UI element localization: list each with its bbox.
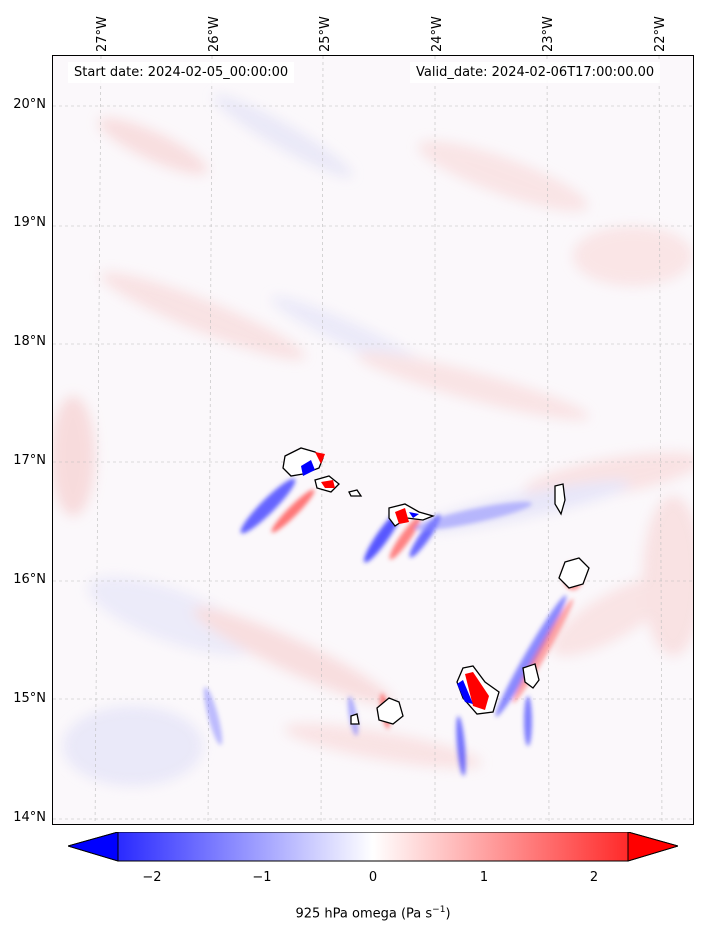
lat-label-18n: 18°N	[13, 334, 46, 349]
field-background-patches	[53, 94, 693, 786]
island-santa-luzia	[348, 489, 363, 497]
lon-label-26w: 26°W	[207, 16, 222, 52]
lat-label-19n: 19°N	[13, 215, 46, 230]
colorbar-tick-1: 1	[479, 870, 489, 885]
lon-label-27w: 27°W	[95, 16, 110, 52]
island-fogo	[376, 697, 404, 725]
island-boa-vista	[558, 557, 590, 589]
lat-label-17n: 17°N	[13, 453, 46, 468]
colorbar-label-main: 925 hPa omega (Pa s	[295, 906, 433, 922]
colorbar-tick-neg2: −2	[142, 870, 162, 885]
island-sal	[554, 483, 566, 516]
lon-label-23w: 23°W	[541, 16, 556, 52]
colorbar-extend-max	[627, 832, 678, 862]
colorbar-label: 925 hPa omega (Pa s−1)	[0, 905, 703, 921]
island-brava	[350, 713, 360, 725]
lat-label-14n: 14°N	[13, 810, 46, 825]
lat-label-20n: 20°N	[13, 97, 46, 112]
colorbar-tick-0: 0	[368, 870, 378, 885]
colorbar-label-end: )	[445, 906, 451, 922]
omega-map-panel	[52, 55, 694, 825]
omega-field-svg	[53, 56, 693, 824]
colorbar-label-exponent: −1	[432, 905, 446, 915]
lon-label-25w: 25°W	[318, 16, 333, 52]
colorbar-extend-min	[68, 832, 119, 862]
lat-label-16n: 16°N	[13, 572, 46, 587]
lat-label-15n: 15°N	[13, 691, 46, 706]
lon-label-24w: 24°W	[430, 16, 445, 52]
colorbar-tick-neg1: −1	[252, 870, 272, 885]
valid-date-label: Valid_date: 2024-02-06T17:00:00.00	[410, 62, 661, 83]
colorbar-gradient	[68, 832, 678, 862]
island-outlines	[282, 447, 590, 725]
lon-label-22w: 22°W	[653, 16, 668, 52]
gridlines	[53, 56, 693, 824]
start-date-label: Start date: 2024-02-05_00:00:00	[68, 62, 295, 83]
colorbar-tick-2: 2	[589, 870, 599, 885]
colorbar	[68, 832, 678, 862]
island-maio	[522, 663, 540, 689]
